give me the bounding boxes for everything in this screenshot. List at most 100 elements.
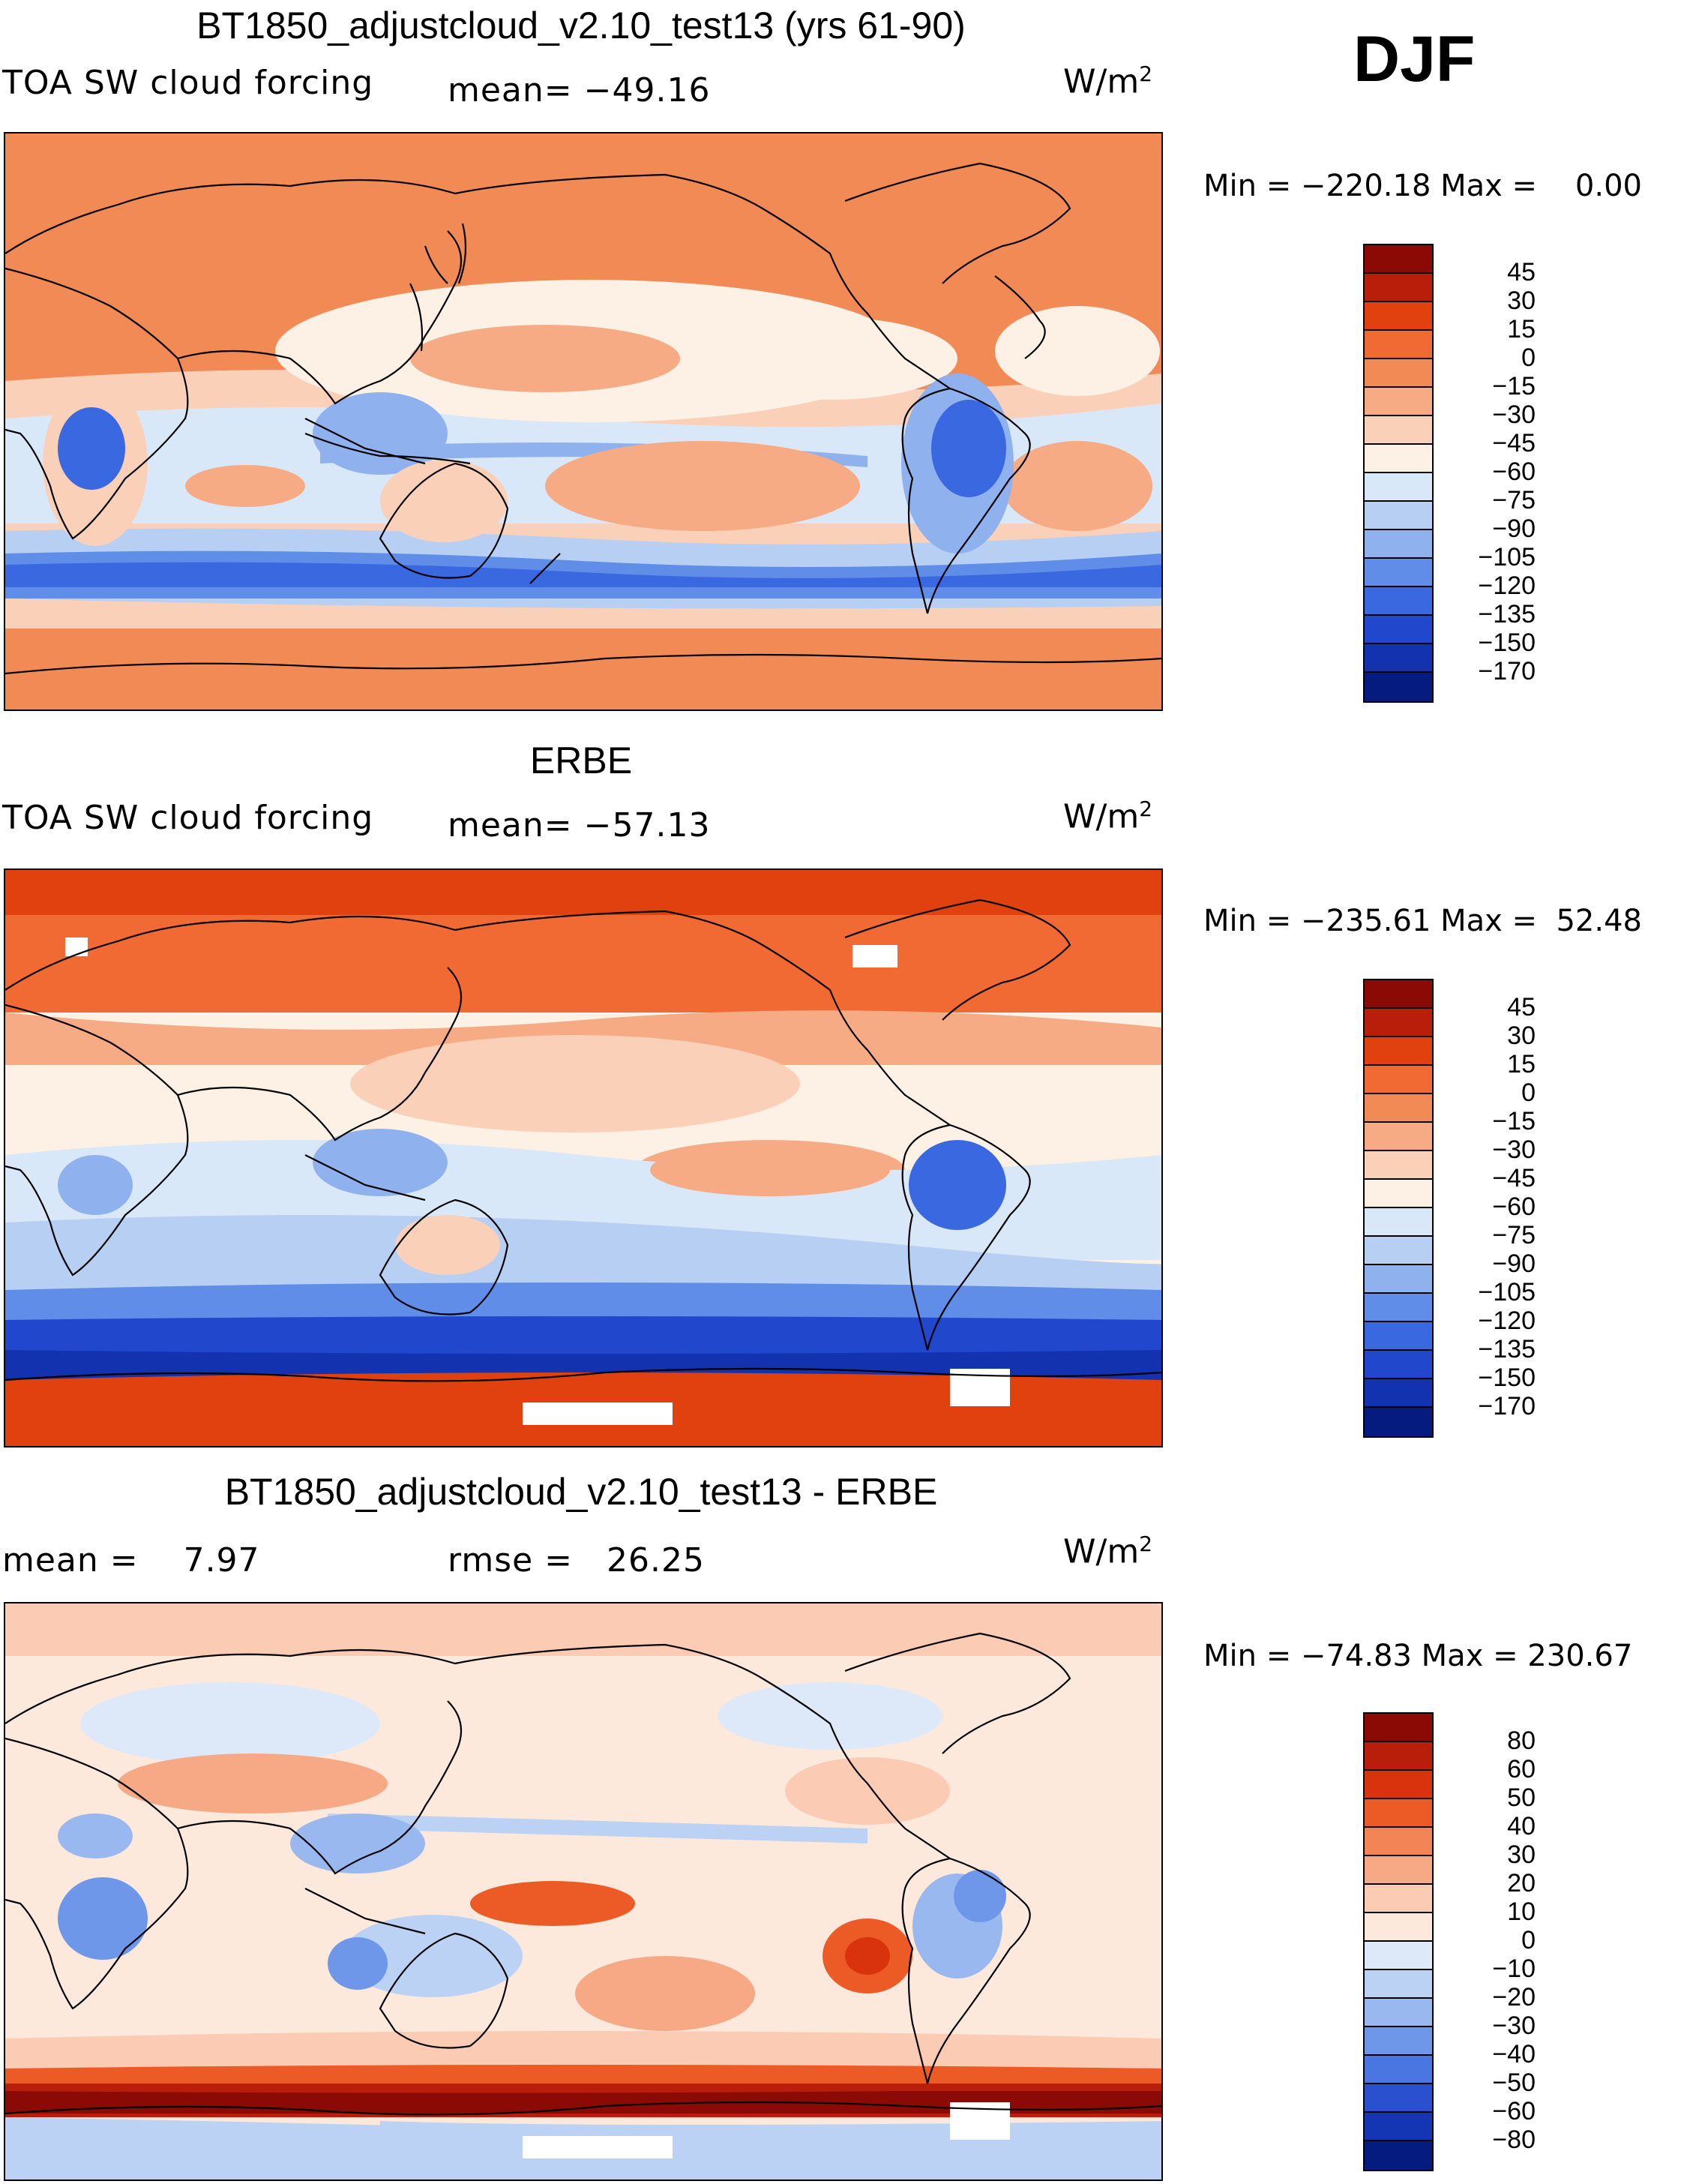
colorbar-swatch bbox=[1365, 2056, 1432, 2084]
colorbar-swatch bbox=[1365, 559, 1432, 587]
colorbar-swatch bbox=[1365, 530, 1432, 559]
colorbar-label: 30 bbox=[1507, 1022, 1536, 1050]
colorbar-label: −75 bbox=[1492, 486, 1536, 514]
colorbar-swatch bbox=[1365, 274, 1432, 302]
colorbar-label: −60 bbox=[1492, 458, 1536, 486]
colorbar-label: −150 bbox=[1478, 1364, 1536, 1392]
panel1-units: W/m2 bbox=[1063, 62, 1153, 101]
colorbar-swatch bbox=[1365, 644, 1432, 673]
panel2-variable-label: TOA SW cloud forcing bbox=[2, 799, 374, 837]
colorbar-label: −30 bbox=[1492, 400, 1536, 429]
colorbar-label: −60 bbox=[1492, 2097, 1536, 2126]
colorbar-label: −30 bbox=[1492, 2012, 1536, 2040]
colorbar-label: 0 bbox=[1521, 344, 1536, 372]
colorbar-swatch bbox=[1365, 331, 1432, 359]
panel3-title: BT1850_adjustcloud_v2.10_test13 - ERBE bbox=[224, 1471, 938, 1513]
colorbar-label: 30 bbox=[1507, 1840, 1536, 1869]
colorbar-label: −105 bbox=[1478, 543, 1536, 572]
colorbar-swatch bbox=[1365, 1322, 1432, 1351]
colorbar-label: −45 bbox=[1492, 429, 1536, 458]
colorbar-label: −90 bbox=[1492, 514, 1536, 543]
panel3-mean-label: mean = 7.97 bbox=[2, 1541, 260, 1580]
colorbar-label: 10 bbox=[1507, 1898, 1536, 1926]
colorbar-swatch bbox=[1365, 1294, 1432, 1322]
colorbar-swatch bbox=[1365, 1856, 1432, 1885]
colorbar-swatch bbox=[1365, 1913, 1432, 1942]
colorbar-label: 0 bbox=[1521, 1926, 1536, 1954]
colorbar-swatch bbox=[1365, 1037, 1432, 1066]
colorbar-swatch bbox=[1365, 673, 1432, 701]
colorbar-swatch bbox=[1365, 1970, 1432, 1999]
colorbar-label: 50 bbox=[1507, 1784, 1536, 1812]
colorbar-swatch bbox=[1365, 1237, 1432, 1265]
colorbar-swatch bbox=[1365, 2141, 1432, 2170]
colorbar-swatch bbox=[1365, 587, 1432, 616]
colorbar-label: −135 bbox=[1478, 600, 1536, 628]
colorbar-label: 45 bbox=[1507, 993, 1536, 1022]
colorbar-label: −105 bbox=[1478, 1278, 1536, 1306]
colorbar-label: −120 bbox=[1478, 572, 1536, 600]
panel1-mean-label: mean= −49.16 bbox=[448, 71, 711, 110]
colorbar-swatch bbox=[1365, 1771, 1432, 1799]
colorbar-label: −50 bbox=[1492, 2068, 1536, 2097]
panel1-variable-label: TOA SW cloud forcing bbox=[2, 64, 374, 102]
panel1-title: BT1850_adjustcloud_v2.10_test13 (yrs 61-… bbox=[196, 4, 966, 46]
panel2-colorbar-swatches bbox=[1363, 979, 1434, 1438]
panel2-map bbox=[4, 868, 1163, 1448]
panel2-units: W/m2 bbox=[1063, 796, 1153, 836]
colorbar-label: −30 bbox=[1492, 1136, 1536, 1164]
colorbar-label: 0 bbox=[1521, 1078, 1536, 1107]
colorbar-label: −170 bbox=[1478, 657, 1536, 686]
colorbar-label: 45 bbox=[1507, 258, 1536, 286]
colorbar-swatch bbox=[1365, 2113, 1432, 2141]
colorbar-swatch bbox=[1365, 1828, 1432, 1856]
colorbar-swatch bbox=[1365, 502, 1432, 530]
colorbar-label: 60 bbox=[1507, 1755, 1536, 1784]
panel1-minmax: Min = −220.18 Max = 0.00 bbox=[1203, 169, 1642, 203]
season-label: DJF bbox=[1353, 23, 1476, 95]
panel3-minmax: Min = −74.83 Max = 230.67 bbox=[1203, 1639, 1633, 1673]
colorbar-label: −60 bbox=[1492, 1192, 1536, 1221]
colorbar-swatch bbox=[1365, 1714, 1432, 1742]
colorbar-swatch bbox=[1365, 473, 1432, 502]
colorbar-swatch bbox=[1365, 1799, 1432, 1828]
colorbar-swatch bbox=[1365, 1009, 1432, 1037]
colorbar-swatch bbox=[1365, 359, 1432, 388]
colorbar-label: −40 bbox=[1492, 2040, 1536, 2068]
colorbar-label: −15 bbox=[1492, 372, 1536, 400]
colorbar-label: 20 bbox=[1507, 1869, 1536, 1898]
colorbar-label: −20 bbox=[1492, 1983, 1536, 2012]
colorbar-label: −120 bbox=[1478, 1306, 1536, 1335]
colorbar-label: −15 bbox=[1492, 1107, 1536, 1136]
colorbar-swatch bbox=[1365, 245, 1432, 274]
colorbar-swatch bbox=[1365, 2084, 1432, 2113]
colorbar-label: 15 bbox=[1507, 1050, 1536, 1078]
colorbar-swatch bbox=[1365, 1742, 1432, 1771]
colorbar-label: 15 bbox=[1507, 315, 1536, 344]
colorbar-label: −170 bbox=[1478, 1392, 1536, 1420]
colorbar-swatch bbox=[1365, 980, 1432, 1009]
colorbar-swatch bbox=[1365, 1123, 1432, 1151]
colorbar-swatch bbox=[1365, 1408, 1432, 1436]
colorbar-swatch bbox=[1365, 2027, 1432, 2056]
colorbar-swatch bbox=[1365, 388, 1432, 416]
panel1-map bbox=[4, 132, 1163, 711]
colorbar-swatch bbox=[1365, 445, 1432, 473]
colorbar-swatch bbox=[1365, 1351, 1432, 1379]
panel3-map bbox=[4, 1602, 1163, 2181]
panel3-rmse-label: rmse = 26.25 bbox=[448, 1541, 705, 1580]
colorbar-label: −90 bbox=[1492, 1250, 1536, 1278]
colorbar-swatch bbox=[1365, 1066, 1432, 1094]
colorbar-label: −150 bbox=[1478, 628, 1536, 657]
colorbar-label: 30 bbox=[1507, 286, 1536, 315]
colorbar-swatch bbox=[1365, 1208, 1432, 1237]
colorbar-swatch bbox=[1365, 302, 1432, 331]
panel3-colorbar-swatches bbox=[1363, 1712, 1434, 2171]
colorbar-label: 80 bbox=[1507, 1726, 1536, 1755]
colorbar-label: −45 bbox=[1492, 1164, 1536, 1192]
colorbar-label: −10 bbox=[1492, 1954, 1536, 1983]
colorbar-label: −75 bbox=[1492, 1221, 1536, 1250]
panel2-title: ERBE bbox=[529, 740, 633, 782]
colorbar-label: −80 bbox=[1492, 2126, 1536, 2154]
colorbar-label: −135 bbox=[1478, 1335, 1536, 1364]
